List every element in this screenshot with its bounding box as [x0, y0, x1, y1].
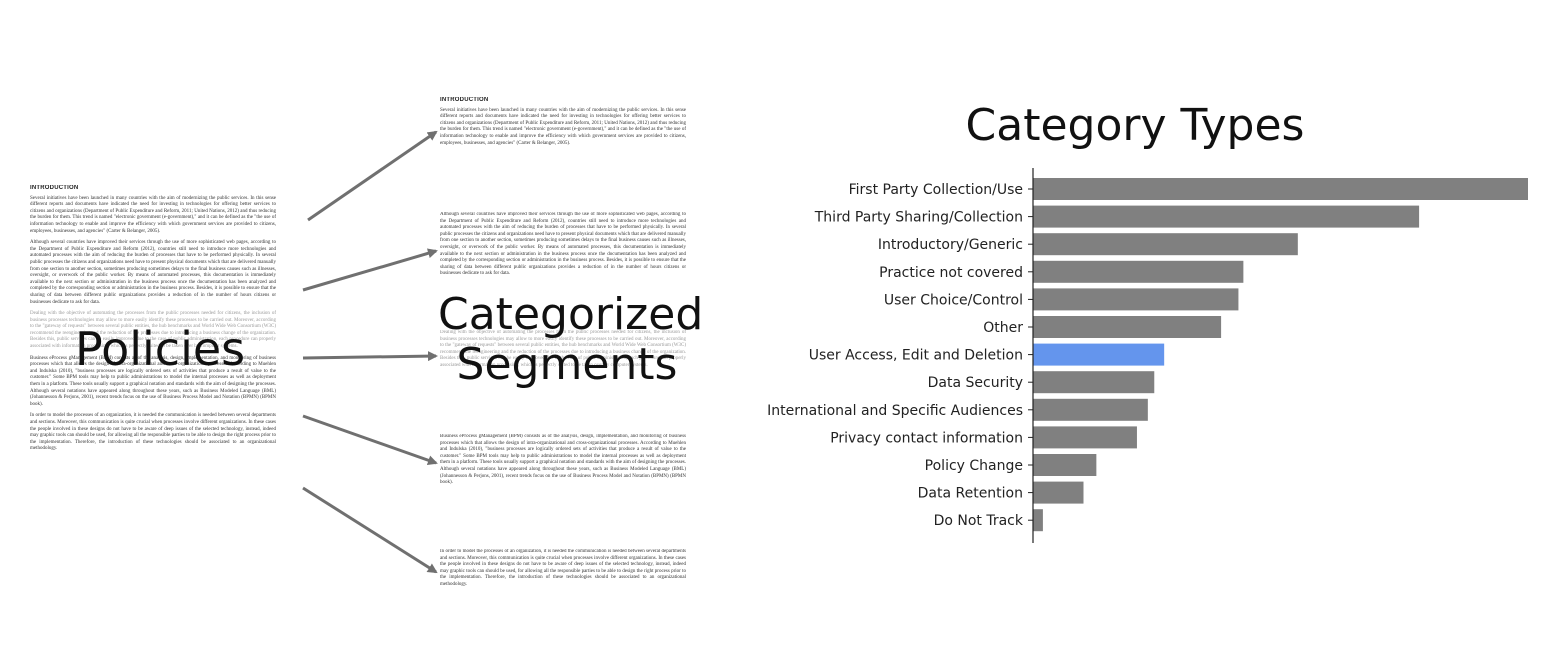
category-label: Policy Change	[925, 458, 1023, 474]
segment-1: INTRODUCTION Several initiatives have be…	[440, 97, 686, 167]
category-label: International and Specific Audiences	[767, 403, 1023, 419]
bar-third-party-sharing-collection	[1033, 205, 1420, 228]
policies-label: Policies	[75, 322, 246, 376]
segment-5: In order to model the processes of an or…	[440, 549, 686, 595]
bar-do-not-track	[1033, 509, 1043, 532]
policy-heading: INTRODUCTION	[30, 185, 79, 191]
category-label: Introductory/Generic	[878, 237, 1023, 253]
category-label: Other	[983, 320, 1023, 336]
category-label: Practice not covered	[879, 265, 1023, 281]
segment-4-text: Business eProcess gManagement (BPM) cons…	[440, 434, 686, 486]
bar-policy-change	[1033, 454, 1097, 476]
category-label: Data Security	[928, 375, 1023, 391]
segment-5-text: In order to model the processes of an or…	[440, 549, 686, 587]
policy-para-1: Several initiatives have been launched i…	[30, 195, 276, 234]
policy-para-5: In order to model the processes of an or…	[30, 413, 276, 452]
policy-para-4: Business eProcess gManagement (BPM) cons…	[30, 355, 276, 407]
category-label: Data Retention	[918, 486, 1023, 502]
bar-privacy-contact-information	[1033, 426, 1137, 449]
segments-label: Categorized Segments	[438, 289, 704, 390]
category-label: Do Not Track	[934, 513, 1024, 529]
segment-2-text: Although several countries have improved…	[440, 212, 686, 277]
arrow-to-segment-4	[302, 414, 438, 466]
segment-4: Business eProcess gManagement (BPM) cons…	[440, 434, 686, 496]
bar-first-party-collection-use	[1033, 178, 1528, 200]
segments-label-line-2: Segments	[456, 339, 678, 390]
bar-user-access-edit-and-deletion	[1033, 343, 1165, 366]
category-label: First Party Collection/Use	[849, 182, 1023, 198]
bar-practice-not-covered	[1033, 260, 1244, 283]
segment-3-text: Dealing with the objective of automating…	[440, 330, 686, 368]
arrow-to-segment-2	[302, 248, 438, 292]
segment-1-heading: INTRODUCTION	[440, 97, 489, 103]
policy-para-3: Dealing with the objective of automating…	[30, 311, 276, 350]
bar-introductory-generic	[1033, 233, 1298, 256]
policy-para-2: Although several countries have improved…	[30, 240, 276, 305]
bar-user-choice-control	[1033, 288, 1239, 311]
category-label: User Access, Edit and Deletion	[809, 348, 1023, 364]
category-label: Privacy contact information	[830, 430, 1023, 446]
bar-data-security	[1033, 371, 1155, 394]
bar-data-retention	[1033, 481, 1084, 504]
chart-title: Category Types	[966, 100, 1305, 151]
category-label: Third Party Sharing/Collection	[814, 210, 1023, 226]
segment-2: Although several countries have improved…	[440, 212, 686, 290]
bar-other	[1033, 316, 1222, 338]
policy-document: INTRODUCTION Several initiatives have be…	[30, 185, 276, 495]
segments-label-line-1: Categorized	[438, 289, 704, 340]
arrow-to-segment-1	[307, 130, 438, 222]
arrow-to-segment-3	[302, 351, 438, 362]
arrow-to-segment-5	[302, 486, 438, 574]
segment-1-text: Several initiatives have been launched i…	[440, 107, 686, 146]
segment-3: Dealing with the objective of automating…	[440, 330, 686, 382]
bar-international-and-specific-audiences	[1033, 398, 1148, 421]
category-label: User Choice/Control	[884, 292, 1023, 308]
